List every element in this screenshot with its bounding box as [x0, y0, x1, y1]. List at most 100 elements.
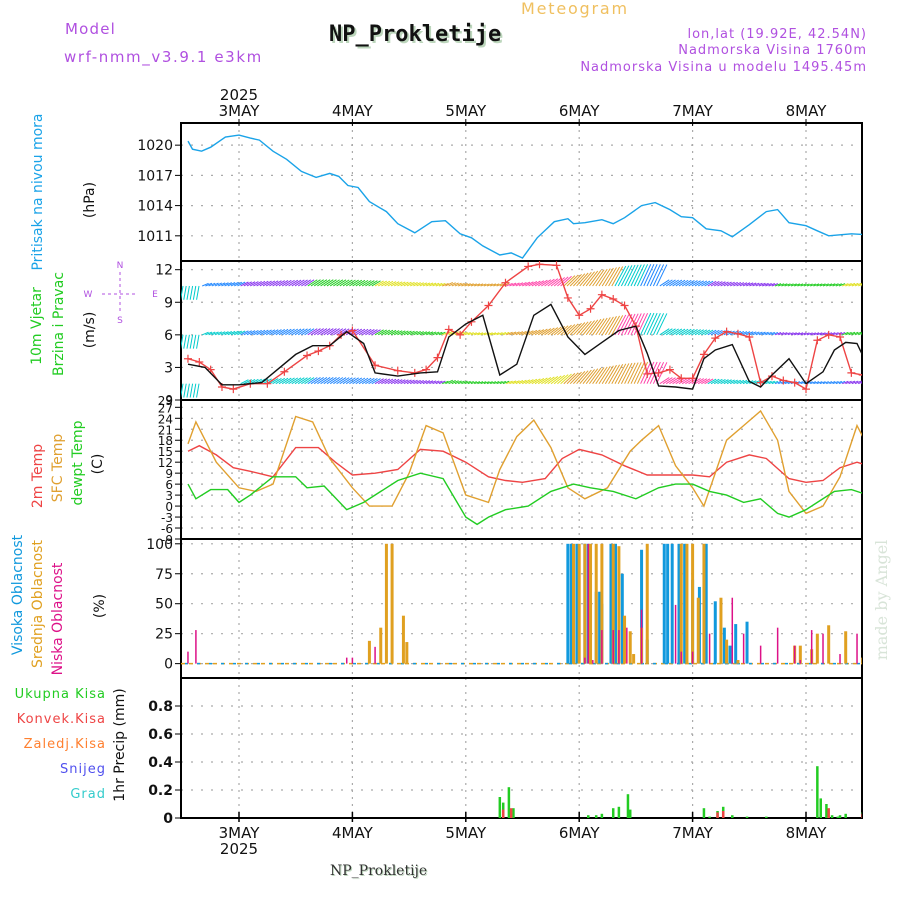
wind-barb — [774, 380, 782, 385]
wind-barb — [665, 328, 676, 336]
wind-barb — [397, 330, 406, 336]
wind-barb — [585, 270, 599, 287]
wind-barb — [630, 362, 642, 384]
wind-barb — [528, 378, 538, 385]
wind-barb — [183, 383, 187, 398]
wind-barb — [675, 279, 686, 287]
wind-barb — [506, 282, 513, 287]
wind-barb — [196, 383, 200, 398]
wind-barb — [390, 330, 400, 336]
wind-barb — [397, 379, 406, 385]
wind-barb — [720, 379, 729, 385]
wind-barb — [281, 279, 292, 287]
wind-plus-marker — [535, 261, 544, 269]
wind-barb — [569, 322, 582, 336]
wind-barb — [480, 283, 487, 287]
bar-srednja-oblacnost — [589, 543, 593, 664]
bar-ukupna-kisa — [626, 794, 630, 818]
wind-barb — [633, 264, 645, 287]
wind-barb — [851, 331, 859, 336]
pressure-unit: (hPa) — [82, 182, 98, 218]
wind-barb — [595, 366, 608, 384]
wind-barb — [704, 378, 714, 385]
wind-barb — [774, 332, 782, 336]
wind-barb — [349, 279, 359, 287]
wind-barb — [816, 332, 823, 336]
bar-niska-oblacnost — [810, 630, 813, 664]
y-tick-label: 0 — [163, 811, 173, 827]
footer-station: NP_Prokletije — [330, 863, 427, 879]
bar-konvek-kisa — [509, 808, 513, 818]
bar-srednja-oblacnost — [628, 631, 632, 664]
wind-barb — [256, 280, 266, 287]
wind-barb — [518, 281, 527, 287]
wind-barb — [317, 328, 328, 336]
wind-barb — [781, 283, 788, 287]
wind-barb — [259, 329, 269, 336]
wind-barb — [624, 313, 636, 336]
bar-srednja-oblacnost — [685, 543, 689, 664]
bar-ukupna-kisa — [816, 766, 819, 818]
wind-plus-marker — [444, 325, 453, 334]
y-tick-label: 0.2 — [148, 783, 173, 799]
wind-barb — [611, 363, 624, 384]
wind-barb — [470, 332, 477, 336]
wind-barb — [752, 282, 760, 287]
pressure-label: Pritisak na nivou mora — [30, 113, 46, 270]
wind-barb — [307, 279, 318, 287]
wind-barb — [624, 362, 636, 384]
y-tick-label: 25 — [155, 627, 173, 643]
wind-barb — [490, 332, 497, 336]
wind-barb — [717, 281, 726, 287]
wind-barb — [265, 280, 276, 287]
wind-plus-marker — [563, 293, 572, 302]
wind-barb — [752, 331, 760, 336]
temp-axis-title: 2m Temp SFC Temp dewpt Temp (C) — [30, 420, 106, 508]
wind-barb — [784, 332, 791, 336]
wind-barb — [377, 329, 388, 336]
wind-barb — [640, 361, 652, 384]
wind-barb — [662, 377, 673, 385]
plot-area — [181, 766, 862, 818]
wind-barb — [781, 332, 788, 336]
bar-ukupna-kisa — [611, 808, 615, 818]
compass-s: S — [117, 316, 123, 326]
bar-niska-oblacnost — [345, 657, 348, 664]
wind-barb — [297, 377, 308, 385]
wind-barb — [710, 281, 720, 287]
wind-barb — [544, 327, 555, 336]
bar-srednja-oblacnost — [379, 627, 383, 664]
wind-barb — [842, 380, 849, 385]
wind-barb — [317, 279, 328, 287]
wind-barb — [582, 320, 595, 336]
wind-barb — [342, 377, 353, 385]
plot-area — [181, 543, 862, 665]
wind-barb — [723, 379, 732, 385]
wind-barb — [217, 331, 226, 336]
panel-4: 0 0.2 0.4 0.6 0.8 — [148, 677, 863, 827]
wind-barb — [323, 279, 334, 287]
wind-barb — [573, 322, 586, 336]
wind-barb — [361, 280, 372, 287]
bar-srednja-oblacnost — [611, 543, 615, 664]
x-label-bottom: 3MAY — [219, 824, 261, 842]
wind-barb — [595, 268, 608, 287]
wind-barb — [374, 329, 384, 336]
panel-frame — [180, 677, 863, 819]
wind-barb — [496, 380, 503, 385]
wind-barb — [202, 331, 209, 336]
wind-barb — [474, 381, 481, 385]
wind-barb — [509, 331, 517, 336]
wind-barb — [381, 280, 391, 287]
wind-barb — [352, 377, 363, 385]
wind-plus-marker — [303, 351, 312, 360]
bar-niska-oblacnost — [351, 657, 354, 664]
wind-barb — [826, 381, 833, 385]
wind-barb — [665, 279, 676, 287]
wind-barb — [835, 380, 842, 385]
wind-barb — [822, 381, 829, 385]
wind-barb — [301, 328, 312, 336]
wind-barb — [749, 282, 757, 287]
wind-barb — [269, 378, 279, 385]
wind-barb — [733, 379, 742, 385]
